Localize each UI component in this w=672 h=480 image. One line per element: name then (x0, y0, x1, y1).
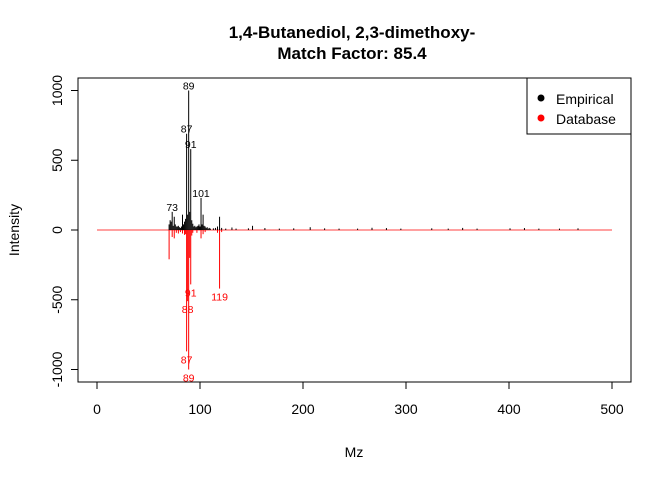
database-peak-label-87: 87 (181, 354, 193, 366)
y-tick-label-0: -1000 (49, 351, 65, 387)
x-axis: 0 100 200 300 400 500 (93, 381, 624, 417)
database-peak-label-119: 119 (211, 292, 228, 304)
database-peak-label-91: 91 (185, 287, 197, 299)
x-tick-label-5: 500 (600, 401, 624, 417)
legend-marker-empirical (537, 94, 545, 102)
x-axis-label: Mz (345, 444, 364, 460)
database-peak-label-89: 89 (183, 373, 195, 385)
y-axis: -1000 -500 0 500 1000 (49, 75, 79, 387)
empirical-peak-label-89: 89 (183, 81, 195, 93)
x-tick-label-4: 400 (497, 401, 521, 417)
y-tick-label-3: 500 (49, 148, 65, 172)
y-tick-label-4: 1000 (49, 75, 65, 106)
chart-subtitle: Match Factor: 85.4 (277, 44, 427, 63)
peak-labels: 73 87 89 91 101 87 88 89 91 119 (166, 81, 228, 385)
legend-label-database: Database (556, 111, 616, 127)
x-tick-label-1: 100 (188, 401, 212, 417)
legend-marker-database (537, 114, 545, 122)
empirical-peak-label-73: 73 (166, 202, 178, 214)
y-axis-label: Intensity (6, 204, 22, 256)
peaks (168, 90, 579, 370)
database-peak-label-88: 88 (182, 304, 194, 316)
chart-title: 1,4-Butanediol, 2,3-dimethoxy- (229, 23, 476, 42)
legend-box (526, 77, 632, 135)
empirical-peak-label-87: 87 (181, 124, 193, 136)
empirical-peak-label-91: 91 (185, 139, 197, 151)
legend: Empirical Database (526, 77, 632, 135)
y-tick-label-2: 0 (49, 226, 65, 234)
x-tick-label-3: 300 (394, 401, 418, 417)
empirical-peak-label-101: 101 (192, 188, 210, 200)
y-tick-label-1: -500 (49, 286, 65, 314)
x-tick-label-0: 0 (93, 401, 101, 417)
legend-label-empirical: Empirical (556, 91, 614, 107)
x-tick-label-2: 200 (291, 401, 315, 417)
